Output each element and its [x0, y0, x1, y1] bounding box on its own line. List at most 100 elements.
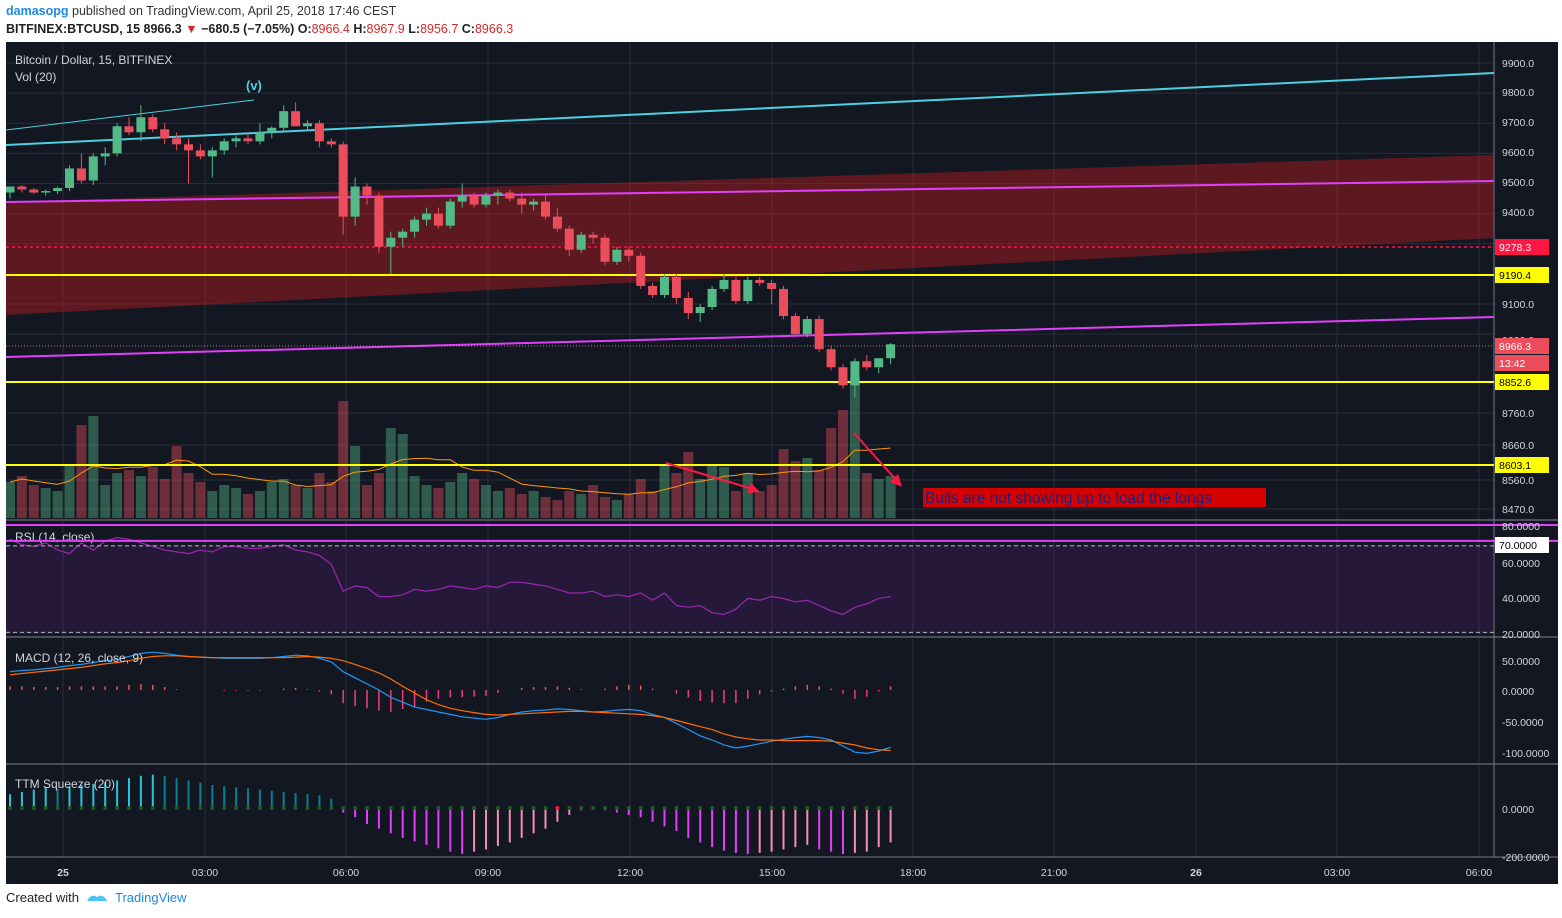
candle-body: [731, 279, 741, 301]
author-link[interactable]: damasopg: [6, 4, 69, 18]
publish-info: published on TradingView.com, April 25, …: [72, 4, 397, 18]
volume-bar: [171, 446, 182, 518]
ttm-dot: [305, 806, 310, 810]
volume-bar: [124, 470, 134, 518]
ttm-dot: [222, 806, 227, 810]
candle-body: [719, 279, 729, 289]
ttm-dot: [650, 806, 655, 810]
chart-canvas[interactable]: Bulls are not showing up to load the lon…: [6, 42, 1558, 884]
price-tick-label: 9700.0: [1502, 117, 1534, 129]
candle-body: [303, 123, 312, 127]
footer-brand-link[interactable]: TradingView: [114, 890, 187, 905]
volume-bar: [362, 485, 372, 518]
rsi-pane[interactable]: RSI (14, close): [6, 524, 1558, 634]
ttm-pane[interactable]: TTM Squeeze (20): [8, 774, 893, 854]
volume-bar: [243, 494, 253, 518]
volume-bar: [778, 449, 789, 518]
ttm-dot: [603, 806, 607, 810]
candle-body: [422, 213, 431, 220]
volume-bar: [576, 494, 587, 518]
volume-bar: [254, 491, 265, 518]
ttm-dot: [186, 806, 191, 810]
candle-body: [338, 144, 348, 217]
volume-bar: [588, 485, 599, 518]
candle-body: [457, 195, 467, 202]
volume-bar: [504, 488, 515, 518]
time-tick-label: 12:00: [617, 867, 643, 879]
volume-bar: [695, 479, 706, 518]
ttm-dot: [162, 806, 167, 810]
volume-bar: [231, 488, 242, 518]
ttm-dot: [543, 806, 548, 810]
candle-body: [838, 367, 848, 386]
price-tick-label: 8760.0: [1502, 408, 1534, 420]
volume-bar: [457, 473, 468, 518]
ttm-dot: [876, 806, 881, 810]
price-tag: [1495, 355, 1549, 371]
volume-bar: [397, 434, 408, 518]
candles: [6, 102, 896, 398]
ttm-dot: [31, 806, 36, 810]
ttm-dot: [55, 806, 60, 810]
macd-pane[interactable]: MACD (12, 26, close, 9): [9, 651, 892, 755]
candle-body: [517, 198, 527, 205]
price-tag: [1495, 338, 1549, 354]
candle-body: [624, 249, 634, 256]
ttm-dot: [412, 806, 417, 810]
volume-bar: [611, 500, 622, 518]
price-tick-label: -50.0000: [1502, 717, 1544, 729]
price-tick-label: 9900.0: [1502, 58, 1534, 70]
volume-bar: [266, 482, 277, 518]
candle-body: [636, 255, 646, 286]
candle-body: [53, 188, 63, 192]
price-tick-label: 8560.0: [1502, 475, 1534, 487]
price-tick-label: 9400.0: [1502, 207, 1534, 219]
volume-bar: [421, 485, 432, 518]
open-value: 8966.4: [311, 22, 350, 36]
time-tick-label: 25: [57, 867, 69, 879]
volume-bar: [338, 401, 349, 518]
volume-bar: [600, 497, 610, 518]
time-tick-label: 03:00: [1324, 867, 1350, 879]
candle-body: [779, 288, 788, 317]
candle-body: [564, 228, 574, 250]
ttm-dot: [698, 806, 703, 810]
ttm-dot: [127, 806, 131, 810]
ttm-dot: [793, 806, 798, 810]
candle-body: [433, 213, 443, 226]
ttm-dot: [519, 806, 524, 810]
price-pane[interactable]: Bulls are not showing up to load the lon…: [6, 53, 1495, 518]
ttm-dot: [555, 806, 560, 810]
price-axis[interactable]: 9900.09800.09700.09600.09500.09400.09300…: [1495, 58, 1549, 864]
candle-body: [398, 231, 408, 238]
time-tick-label: 06:00: [333, 867, 359, 879]
ttm-dot: [19, 806, 24, 810]
candle-body: [314, 123, 324, 142]
candle-body: [195, 150, 205, 157]
ttm-dot: [769, 806, 774, 810]
candle-body: [493, 192, 503, 196]
symbol-label: BITFINEX:BTCUSD, 15: [6, 22, 141, 36]
price-tick-label: -200.0000: [1502, 852, 1549, 864]
ttm-dot: [150, 806, 155, 810]
volume-label: Vol (20): [15, 70, 56, 84]
time-tick-label: 26: [1190, 867, 1202, 879]
horizontal-levels: [6, 246, 1494, 466]
volume-bar: [564, 491, 575, 518]
rsi-title: RSI (14, close): [15, 530, 94, 544]
ttm-dot: [281, 806, 286, 810]
time-tick-label: 15:00: [759, 867, 785, 879]
ttm-dot: [436, 806, 441, 810]
price-tag-label: 8966.3: [1499, 341, 1531, 353]
volume-bar: [40, 488, 51, 518]
candle-body: [529, 201, 539, 205]
volume-bar: [671, 473, 682, 518]
time-axis[interactable]: 25 03:00 06:00 09:00 12:00 15:00 18:00 21:00 26 0…: [57, 867, 1492, 879]
publish-line: damasopg published on TradingView.com, A…: [6, 4, 396, 18]
price-change: −680.5 (−7.05%): [201, 22, 295, 36]
candle-body: [172, 138, 182, 145]
ttm-dot: [293, 806, 298, 810]
candle-body: [362, 186, 372, 196]
volume-bar: [635, 479, 646, 518]
volume-bar: [540, 497, 551, 518]
